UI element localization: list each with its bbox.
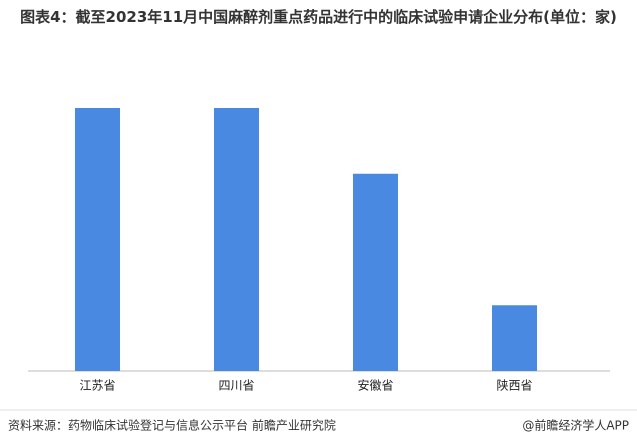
bar xyxy=(214,108,259,371)
bar xyxy=(492,305,537,371)
x-tick-label: 安徽省 xyxy=(357,378,393,393)
x-tick-label: 陕西省 xyxy=(496,378,532,393)
brand: @前瞻经济学人APP xyxy=(522,418,629,433)
x-tick-label: 江苏省 xyxy=(79,379,115,393)
bar xyxy=(75,108,120,371)
chart-title: 图表4：截至2023年11月中国麻醉剂重点药品进行中的临床试验申请企业分布(单位… xyxy=(20,8,617,26)
source: 资料来源：药物临床试验登记与信息公示平台 前瞻产业研究院 xyxy=(8,418,336,433)
x-tick-label: 四川省 xyxy=(218,379,254,393)
bar xyxy=(353,173,398,371)
